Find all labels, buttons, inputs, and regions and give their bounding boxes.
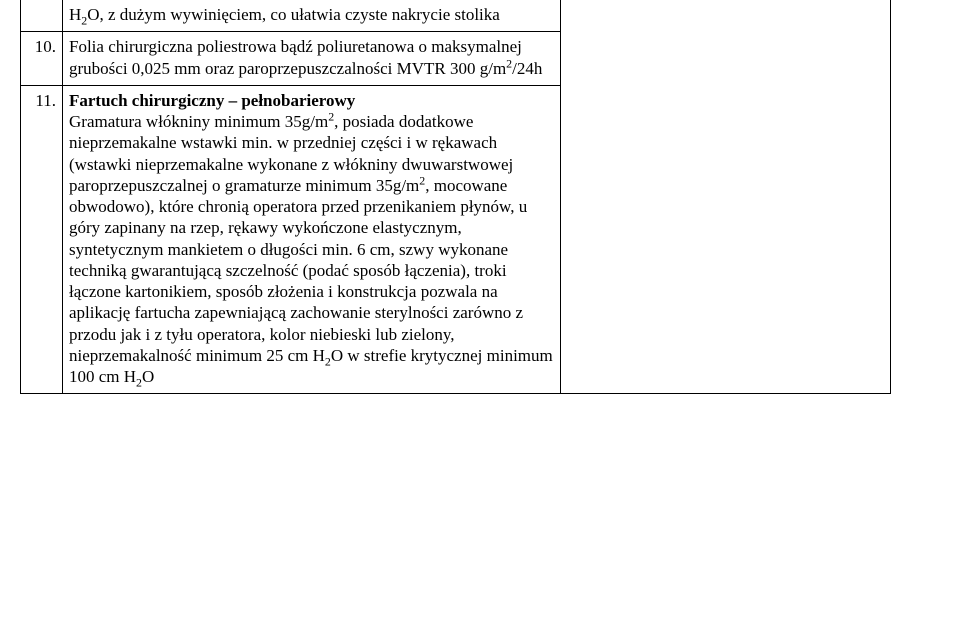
row-desc-text: H2O, z dużym wywinięciem, co ułatwia czy… [69,5,500,24]
page-root: H2O, z dużym wywinięciem, co ułatwia czy… [0,0,960,643]
row-desc-cell: H2O, z dużym wywinięciem, co ułatwia czy… [63,0,561,32]
row-desc-rest: Gramatura włókniny minimum 35g/m2, posia… [69,112,553,386]
row-number-cell: 11. [21,85,63,394]
row-desc-cell: Folia chirurgiczna poliestrowa bądź poli… [63,32,561,86]
row-desc-cell: Fartuch chirurgiczny – pełnobarierowy Gr… [63,85,561,394]
row-number: 11. [35,91,56,110]
row-number-cell: 10. [21,32,63,86]
row-number: 10. [35,37,56,56]
table-row: H2O, z dużym wywinięciem, co ułatwia czy… [21,0,891,32]
row-blank-cell [561,0,891,394]
spec-table: H2O, z dużym wywinięciem, co ułatwia czy… [20,0,891,394]
row-desc-lead: Fartuch chirurgiczny – pełnobarierowy [69,91,355,110]
row-desc-text: Folia chirurgiczna poliestrowa bądź poli… [69,37,542,77]
row-number-cell [21,0,63,32]
